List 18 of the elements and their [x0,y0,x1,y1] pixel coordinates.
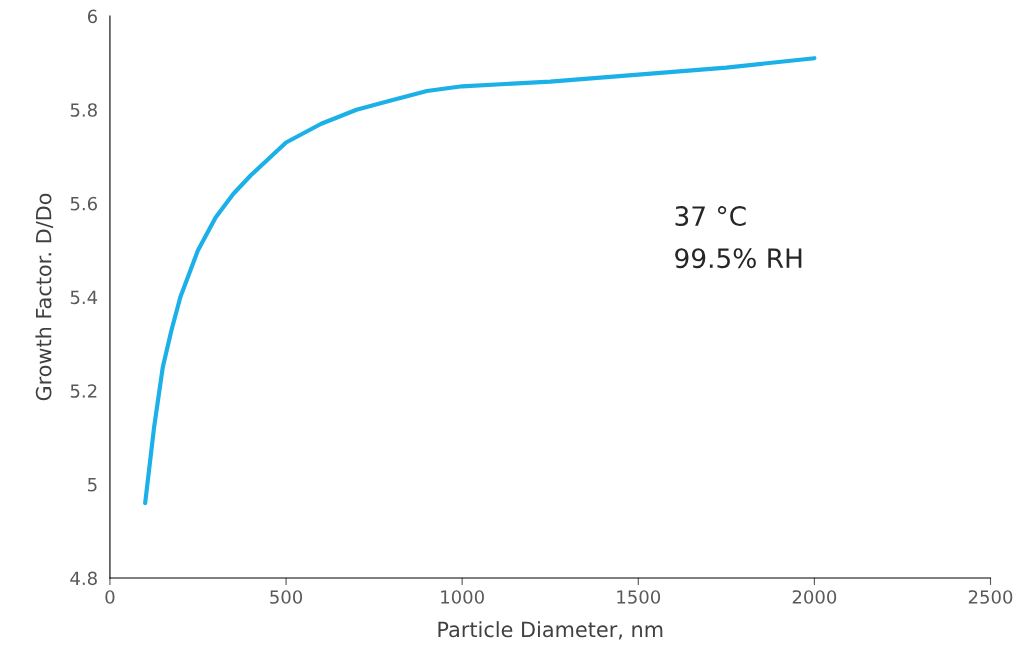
x-tick-label: 1500 [617,590,661,604]
x-tick-label: 500 [270,590,303,604]
y-tick-label: 4.8 [70,571,97,586]
x-tick-label: 2000 [792,590,837,604]
y-tick-label: 5.2 [70,384,97,398]
y-tick-label: 5 [88,478,97,492]
x-axis-title: Particle Diameter, nm [438,621,663,640]
x-tick-label: 1000 [441,590,484,604]
annotation: 99.5% RH [675,248,802,269]
line-series [143,56,817,506]
annotation: 37 °C [675,206,746,227]
y-tick-label: 6 [87,9,97,24]
x-tick-label: 2500 [968,590,1013,604]
y-tick-label: 5.4 [70,290,98,305]
y-tick-label: 5.8 [70,103,97,117]
y-axis-title: Growth Factor. D/Do [35,193,54,401]
y-tick-label: 5.6 [70,196,97,211]
x-tick-label: 0 [105,590,115,604]
